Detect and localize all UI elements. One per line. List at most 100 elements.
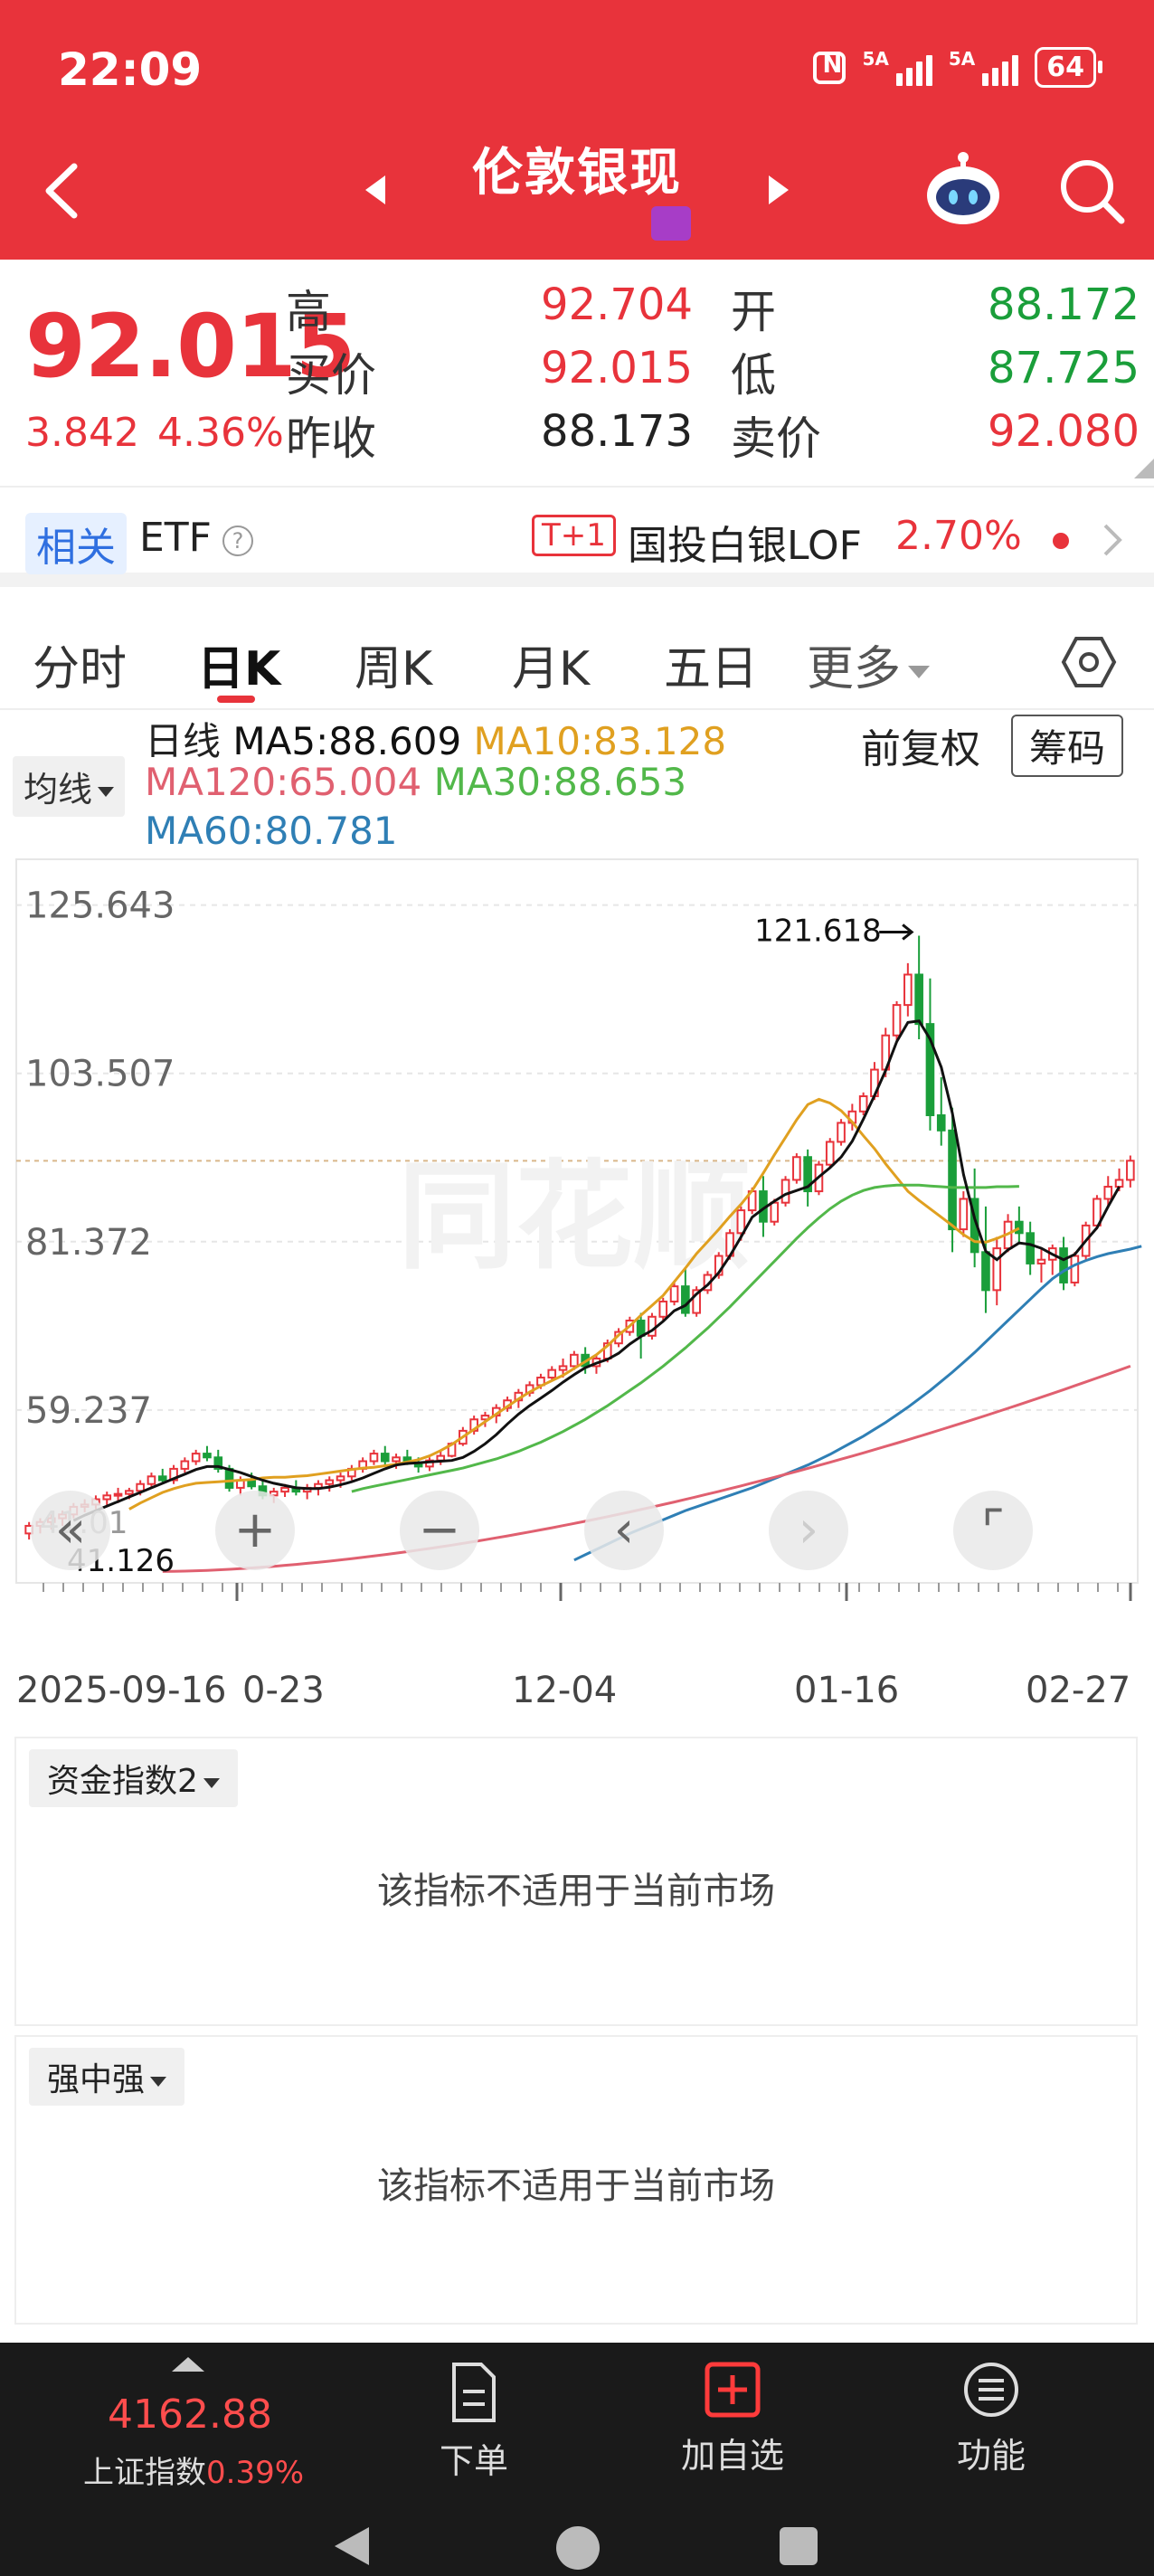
live-dot-icon: [1053, 533, 1069, 549]
back-button[interactable]: [36, 159, 90, 223]
last-price: 92.015: [25, 296, 355, 397]
x-label-2: 0-23: [242, 1670, 325, 1711]
price-change: 3.842 4.36%: [25, 410, 284, 456]
tab-intraday[interactable]: 分时: [33, 642, 128, 696]
tab-monthly-k[interactable]: 月K: [512, 642, 591, 696]
help-icon[interactable]: ?: [222, 526, 253, 556]
order-button[interactable]: 下单: [383, 2361, 564, 2483]
chevron-right-icon: [1103, 524, 1122, 556]
chevron-down-icon: [908, 666, 931, 678]
scroll-left-icon-bg: [584, 1491, 664, 1570]
chart-settings-icon[interactable]: [1060, 633, 1118, 691]
ask-value: 92.080: [988, 406, 1140, 457]
scroll-left-icon[interactable]: ‹: [584, 1491, 664, 1570]
zoom-out-icon-glyph: −: [419, 1501, 461, 1559]
fullscreen-icon[interactable]: ⌜: [953, 1491, 1033, 1570]
watermark: 同花顺: [398, 1148, 751, 1285]
scroll-start-icon[interactable]: «: [31, 1491, 110, 1570]
x-label-start: 2025-09-16: [16, 1670, 227, 1711]
candle-body: [803, 1156, 812, 1193]
menu-icon: [964, 2363, 1018, 2417]
candle-body: [380, 1453, 390, 1463]
y-axis-labels: 125.643 103.507 81.372 59.237: [25, 886, 175, 1432]
scroll-right-icon[interactable]: ›: [769, 1491, 848, 1570]
related-etf-strip[interactable]: 相关 ETF ? T+1 国投白银LOF 2.70%: [0, 486, 1154, 587]
zoom-in-icon[interactable]: +: [215, 1491, 295, 1570]
fullscreen-icon-glyph: ⌜: [981, 1501, 1005, 1559]
tab-weekly-k[interactable]: 周K: [355, 642, 433, 696]
zoom-out-icon[interactable]: −: [400, 1491, 479, 1570]
expand-corner-icon[interactable]: [1134, 459, 1154, 478]
prev-symbol-icon[interactable]: [362, 174, 389, 206]
signal-icon: 5A: [862, 50, 932, 86]
low-value: 87.725: [988, 343, 1140, 393]
candle-body: [792, 1156, 801, 1181]
chip-distribution-button[interactable]: 筹码: [1011, 715, 1124, 777]
candle-body: [169, 1467, 178, 1482]
t1-badge: T+1: [532, 515, 616, 556]
candle-body: [102, 1494, 112, 1501]
candle-body: [903, 973, 913, 1007]
candle-body: [858, 1094, 868, 1113]
candle-body: [1070, 1255, 1080, 1283]
ma10-label: MA10:83.128: [473, 719, 727, 763]
indicator-selector-2[interactable]: 强中强: [29, 2048, 185, 2106]
candle-body: [280, 1486, 289, 1493]
functions-label: 功能: [956, 2436, 1026, 2476]
tab-five-day[interactable]: 五日: [664, 642, 759, 696]
tab-more[interactable]: 更多: [807, 630, 931, 698]
candle-body: [224, 1467, 234, 1489]
prev-close-value: 88.173: [541, 406, 693, 457]
tab-daily-k[interactable]: 日K: [197, 642, 281, 696]
open-value: 88.172: [988, 279, 1140, 330]
candle-body: [658, 1300, 668, 1318]
battery-icon: 64: [1035, 47, 1102, 88]
candle-body: [780, 1179, 790, 1204]
zoom-in-icon-bg: [215, 1491, 295, 1570]
candle-body: [681, 1285, 690, 1314]
add-watchlist-button[interactable]: 加自选: [642, 2361, 823, 2477]
status-time: 22:09: [58, 43, 203, 96]
candle-body: [336, 1475, 345, 1482]
candle-body: [636, 1319, 646, 1337]
functions-button[interactable]: 功能: [901, 2361, 1082, 2477]
quote-panel: 92.015 3.842 4.36% 高 92.704 开 88.172 买价 9…: [0, 260, 1154, 486]
related-fund-name: 国投白银LOF: [628, 523, 862, 569]
svg-text:同花顺: 同花顺: [398, 1148, 751, 1285]
add-icon: [705, 2362, 761, 2418]
indicator-selector-1[interactable]: 资金指数2: [29, 1749, 238, 1807]
ma-lines-group: [72, 1019, 1142, 1573]
ma30-line: [351, 1183, 1019, 1493]
candle-body: [213, 1456, 223, 1470]
index-name[interactable]: 上证指数0.39%: [83, 2448, 304, 2492]
open-label: 开: [731, 286, 776, 338]
ma30-label: MA30:88.653: [433, 760, 687, 804]
candle-body: [1114, 1179, 1124, 1189]
y-tick-label: 103.507: [25, 1054, 175, 1095]
document-icon: [452, 2363, 496, 2422]
tab-more-label: 更多: [807, 642, 902, 696]
system-recents-icon[interactable]: [776, 2524, 821, 2569]
x-label-3: 12-04: [512, 1670, 618, 1711]
candles-group: [24, 935, 1135, 1540]
ma-row-3: MA60:80.781: [145, 809, 398, 853]
system-home-icon[interactable]: [553, 2524, 602, 2572]
system-back-icon[interactable]: [329, 2524, 374, 2569]
add-watchlist-label: 加自选: [680, 2436, 784, 2476]
indicator-2-label: 强中强: [47, 2061, 146, 2098]
active-tab-indicator: [217, 696, 255, 703]
next-symbol-icon[interactable]: [765, 174, 792, 206]
ma-indicator-dropdown[interactable]: 均线: [13, 756, 126, 817]
page-title: 伦敦银现: [472, 144, 682, 203]
robot-assistant-icon[interactable]: [924, 150, 1002, 228]
y-tick-label: 59.237: [25, 1390, 152, 1432]
search-icon[interactable]: [1055, 154, 1127, 226]
candle-body: [837, 1122, 846, 1143]
scroll-start-icon-glyph: «: [55, 1501, 86, 1559]
expand-up-icon[interactable]: [172, 2357, 204, 2372]
ma-dropdown-label: 均线: [24, 770, 93, 810]
adjust-mode-button[interactable]: 前复权: [861, 726, 980, 772]
indicator-1-label: 资金指数2: [47, 1763, 198, 1800]
index-value[interactable]: 4162.88: [108, 2391, 272, 2438]
